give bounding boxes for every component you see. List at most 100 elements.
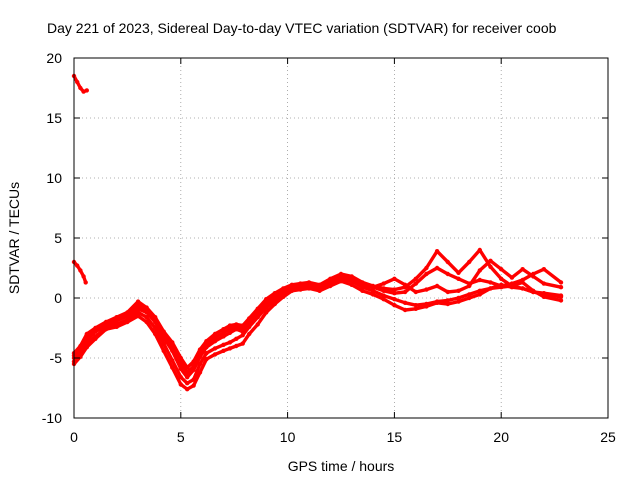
data-point — [488, 264, 493, 269]
data-point — [191, 364, 196, 369]
data-point — [402, 300, 408, 305]
data-point — [467, 295, 472, 301]
data-point — [135, 303, 141, 308]
data-point — [424, 287, 429, 292]
data-point — [424, 271, 429, 277]
data-point — [281, 294, 286, 299]
data-point — [499, 276, 504, 281]
data-point — [212, 335, 218, 340]
data-point — [317, 288, 322, 293]
x-tick-label: 20 — [493, 429, 509, 445]
data-point — [289, 288, 295, 293]
data-point — [204, 342, 209, 347]
y-tick-label: -5 — [50, 350, 63, 366]
y-tick-label: 0 — [54, 290, 62, 306]
data-point — [445, 271, 450, 277]
data-point — [281, 288, 286, 293]
y-tick-label: 20 — [46, 50, 62, 66]
data-point — [520, 286, 525, 291]
data-point — [499, 282, 504, 287]
data-point — [78, 85, 83, 91]
data-point — [178, 382, 183, 387]
x-tick-label: 10 — [280, 429, 296, 445]
data-point — [349, 282, 354, 287]
data-point — [360, 288, 365, 293]
data-point — [424, 304, 429, 309]
data-point — [93, 336, 98, 341]
data-point — [178, 366, 183, 371]
y-tick-label: 10 — [46, 170, 62, 186]
data-point — [125, 312, 130, 317]
data-point — [221, 342, 226, 347]
data-point — [477, 247, 482, 253]
data-point — [185, 381, 190, 386]
data-point — [541, 291, 547, 296]
data-point — [434, 300, 440, 305]
data-point — [456, 270, 461, 275]
data-point — [402, 289, 408, 295]
data-point — [221, 330, 226, 335]
data-point — [93, 328, 98, 333]
data-point — [185, 370, 190, 375]
data-point — [153, 331, 158, 337]
data-point — [381, 297, 386, 302]
grid — [74, 58, 608, 418]
data-point — [392, 303, 397, 308]
data-point — [402, 282, 408, 287]
data-point — [178, 360, 183, 365]
data-point — [445, 259, 450, 265]
data-point — [456, 276, 461, 281]
data-point — [264, 299, 269, 304]
data-point — [81, 274, 86, 279]
data-point — [370, 285, 376, 290]
data-point — [488, 286, 493, 291]
data-point — [488, 280, 493, 285]
data-point — [185, 375, 190, 380]
data-point — [360, 281, 365, 286]
data-point — [370, 288, 376, 293]
data-point — [204, 351, 209, 356]
data-point — [153, 317, 158, 322]
data-point — [434, 249, 440, 254]
data-point — [255, 322, 260, 327]
data-point — [170, 343, 175, 349]
data-point — [381, 281, 386, 286]
data-point — [477, 292, 482, 297]
data-point — [445, 289, 450, 295]
data-point — [413, 303, 418, 308]
data-point — [227, 327, 233, 332]
data-point — [83, 280, 88, 285]
data-point — [144, 319, 149, 325]
data-point — [240, 333, 245, 338]
data-point — [272, 301, 277, 307]
data-point — [114, 317, 119, 322]
data-point — [161, 348, 166, 353]
data-point — [298, 287, 303, 292]
data-point — [255, 309, 260, 314]
data-point — [204, 357, 209, 362]
data-point — [240, 341, 245, 346]
data-point — [558, 285, 564, 290]
data-point — [161, 331, 166, 337]
data-point — [84, 335, 90, 340]
data-point — [306, 281, 312, 286]
data-point — [558, 293, 564, 298]
data-point — [392, 291, 397, 296]
x-tick-label: 25 — [600, 429, 616, 445]
series-day-1 — [72, 277, 563, 385]
data-point — [103, 327, 109, 332]
data-point — [338, 273, 344, 278]
y-axis-label: SDTVAR / TECUs — [6, 182, 22, 294]
data-point — [227, 323, 233, 328]
data-point — [434, 283, 440, 289]
data-point — [212, 346, 218, 351]
x-tick-label: 5 — [177, 429, 185, 445]
data-point — [456, 288, 461, 293]
series-day-4 — [72, 279, 563, 391]
data-point — [75, 79, 80, 85]
data-point — [103, 321, 109, 326]
data-point — [456, 295, 461, 301]
data-point — [234, 343, 239, 349]
data-point — [306, 286, 312, 291]
data-point — [413, 306, 418, 311]
